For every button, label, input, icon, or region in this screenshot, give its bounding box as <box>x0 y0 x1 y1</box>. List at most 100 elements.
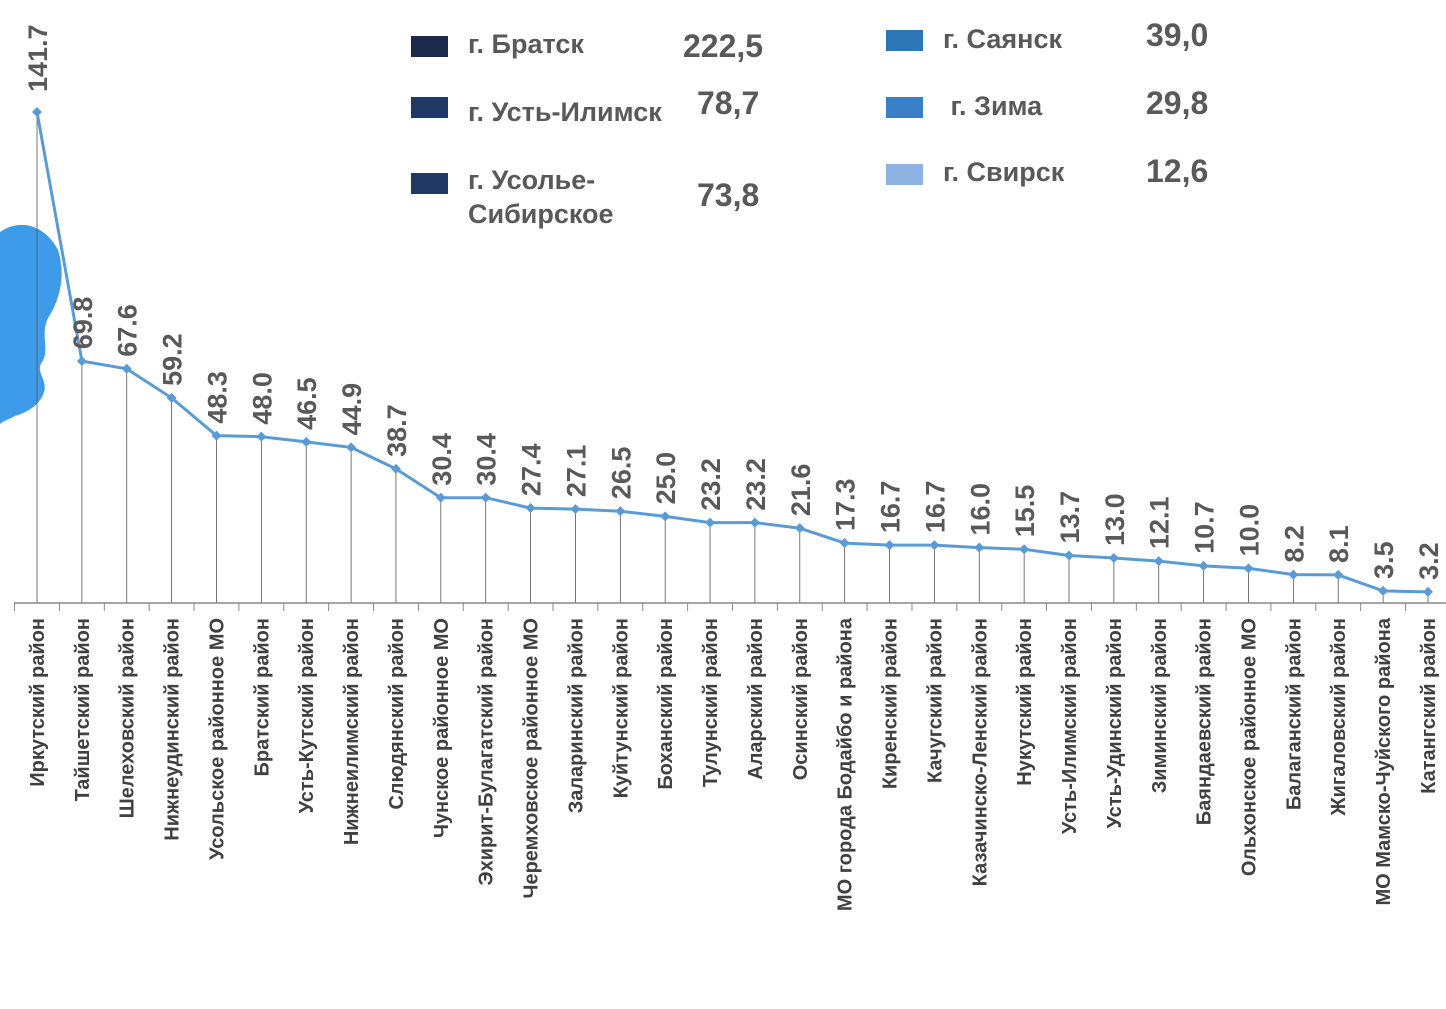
data-point <box>929 540 940 551</box>
category-label: Катангский район <box>1418 618 1440 794</box>
category-label: Аларский район <box>745 618 767 780</box>
region-map-shape <box>0 224 62 425</box>
data-point <box>1288 569 1299 580</box>
category-label: Усть-Илимский район <box>1059 618 1081 834</box>
data-point <box>1198 560 1209 571</box>
category-label: Балаганский район <box>1283 618 1305 810</box>
data-point <box>390 463 401 474</box>
category-label: Жигаловский район <box>1328 618 1350 817</box>
data-point <box>884 540 895 551</box>
category-label: Тайшетский район <box>72 618 94 801</box>
data-label: 30.4 <box>472 433 502 486</box>
category-label: Качугский район <box>924 618 946 783</box>
data-label: 59.2 <box>158 333 188 386</box>
legend-swatch <box>886 97 923 118</box>
legend-label: г. Усть-Илимск <box>468 97 662 127</box>
category-label: Зиминский район <box>1149 618 1171 793</box>
data-point <box>794 523 805 534</box>
data-label: 16.7 <box>876 481 906 534</box>
data-point <box>1108 552 1119 563</box>
data-label: 141.7 <box>23 24 53 92</box>
data-label: 10.7 <box>1190 501 1220 554</box>
data-label: 17.3 <box>831 478 861 531</box>
data-label: 10.0 <box>1234 504 1264 557</box>
data-point <box>211 430 222 441</box>
data-label: 23.2 <box>696 458 726 511</box>
category-label: Эхирит-Булагатский район <box>476 618 498 886</box>
data-label: 27.1 <box>561 445 591 498</box>
data-label: 48.3 <box>202 371 232 424</box>
data-point <box>76 356 87 367</box>
data-point <box>1153 556 1164 567</box>
category-label: Боханский район <box>655 618 677 790</box>
category-label: Куйтунский район <box>610 618 632 798</box>
data-label: 16.7 <box>920 481 950 534</box>
data-point <box>166 392 177 403</box>
category-label: Усть-Удинский район <box>1104 618 1126 829</box>
data-label: 46.5 <box>292 377 322 430</box>
category-label: МО города Бодайбо и района <box>835 617 857 911</box>
data-point <box>974 542 985 553</box>
category-label: Киренский район <box>880 618 902 789</box>
category-label: Шелеховский район <box>117 618 139 818</box>
data-label: 3.2 <box>1414 542 1444 580</box>
data-point <box>1422 586 1433 597</box>
data-point <box>705 517 716 528</box>
legend-value: 78,7 <box>697 85 760 121</box>
category-label: Казачинско-Ленский район <box>969 618 991 886</box>
data-label: 26.5 <box>606 447 636 500</box>
data-label: 25.0 <box>651 452 681 505</box>
data-label: 8.1 <box>1324 525 1354 563</box>
category-label: Черемховское районное МО <box>521 618 543 899</box>
data-label: 15.5 <box>1010 485 1040 538</box>
data-point <box>301 436 312 447</box>
category-label: Ольхонское районное МО <box>1238 618 1260 876</box>
data-point <box>121 363 132 374</box>
legend-swatch <box>886 30 923 51</box>
legend-value: 222,5 <box>683 28 764 64</box>
data-point <box>615 506 626 517</box>
category-label: Усольское районное МО <box>206 618 228 860</box>
legend-value: 29,8 <box>1146 85 1209 121</box>
data-label: 67.6 <box>113 304 143 357</box>
data-label: 16.0 <box>965 483 995 536</box>
data-point <box>32 107 42 117</box>
data-label: 30.4 <box>427 433 457 486</box>
data-point <box>749 517 760 528</box>
legend-label: г. Саянск <box>943 24 1062 54</box>
legend-value: 12,6 <box>1146 153 1209 189</box>
legend-swatch <box>411 36 448 57</box>
data-point <box>839 538 850 549</box>
data-point <box>1243 563 1254 574</box>
category-label: Иркутский район <box>27 618 49 787</box>
data-label: 3.5 <box>1369 541 1399 579</box>
category-label: Усть-Кутский район <box>296 618 318 813</box>
legend-swatch <box>411 97 448 118</box>
category-label: Тулунский район <box>700 618 722 787</box>
data-label: 13.0 <box>1100 493 1130 546</box>
data-point <box>1019 544 1030 555</box>
data-label: 38.7 <box>382 404 412 457</box>
legend-label: г. Братск <box>468 29 584 59</box>
category-label: Осинский район <box>790 618 812 780</box>
data-label: 27.4 <box>517 443 547 496</box>
category-label: Нижнеилимский район <box>341 618 363 845</box>
category-label: Нижнеудинский район <box>162 618 184 841</box>
category-label: МО Мамско-Чуйского района <box>1373 617 1395 905</box>
category-label: Братский район <box>251 618 273 776</box>
data-point <box>480 492 491 503</box>
data-label: 13.7 <box>1055 491 1085 544</box>
data-point <box>1378 585 1389 596</box>
data-label: 21.6 <box>786 464 816 517</box>
data-point <box>435 492 446 503</box>
data-point <box>256 431 267 442</box>
category-label: Баяндаевский район <box>1194 618 1216 825</box>
category-label: Чунское районное МО <box>431 618 453 838</box>
legend-swatch <box>411 173 448 194</box>
category-label: Слюдянский район <box>386 618 408 810</box>
data-point <box>1064 550 1075 561</box>
data-label: 8.2 <box>1279 525 1309 563</box>
data-label: 12.1 <box>1145 497 1175 550</box>
category-label: Заларинский район <box>565 618 587 813</box>
legend-label: г. Усолье- Сибирское <box>468 165 614 229</box>
